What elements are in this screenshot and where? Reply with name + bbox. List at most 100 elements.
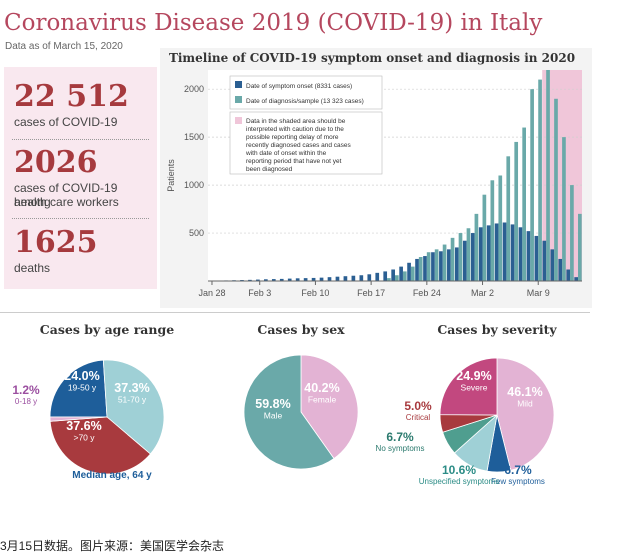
- stat-cases-number: 22 512: [14, 79, 129, 114]
- x-tick-label: Feb 24: [413, 288, 441, 298]
- slice-value: 6.7%: [386, 430, 414, 444]
- bar-onset: [558, 258, 563, 281]
- bar-diagnosis: [498, 175, 503, 281]
- bar-diagnosis: [410, 266, 415, 281]
- annotation-swatch: [235, 117, 242, 124]
- bar-onset: [367, 274, 372, 281]
- bar-onset: [431, 252, 435, 281]
- bar-onset: [375, 272, 380, 281]
- slice-label: Few symptoms: [491, 477, 545, 486]
- slice-label: >70 y: [73, 433, 95, 443]
- pie-title: Cases by sex: [257, 322, 345, 337]
- stat-deaths-number: 1625: [14, 225, 98, 260]
- bar-diagnosis: [450, 237, 455, 281]
- page-subtitle: Data as of March 15, 2020: [5, 41, 123, 52]
- pie-slice: [49, 416, 151, 475]
- stat-hcw-number: 2026: [14, 145, 98, 180]
- bar-onset: [574, 277, 579, 281]
- bar-diagnosis: [395, 275, 399, 281]
- stat-hcw-label-1: cases of COVID-19 among: [14, 181, 118, 209]
- pie-slice: [49, 416, 108, 422]
- bar-onset: [287, 278, 292, 281]
- pie-title: Cases by age range: [40, 322, 174, 337]
- bar-diagnosis: [402, 271, 407, 281]
- slice-label: Critical: [406, 413, 431, 422]
- bar-onset: [550, 249, 555, 281]
- x-tick-label: Feb 10: [301, 288, 329, 298]
- stat-cases-label: cases of COVID-19: [14, 115, 118, 129]
- slice-label: 51-70 y: [118, 395, 147, 405]
- bar-onset: [486, 225, 491, 281]
- slice-value: 24.0%: [64, 369, 99, 383]
- bar-diagnosis: [434, 249, 439, 281]
- pie-slice: [243, 354, 335, 470]
- slice-value: 5.0%: [404, 399, 432, 413]
- bar-onset: [271, 279, 276, 281]
- pie-slice: [49, 359, 108, 418]
- bar-diagnosis: [442, 244, 447, 281]
- bar-onset: [391, 269, 395, 281]
- bar-onset: [303, 278, 308, 281]
- stats-panel: 22 512 cases of COVID-19 2026 cases of C…: [4, 67, 157, 289]
- timeline-chart: Timeline of COVID-19 symptom onset and d…: [160, 48, 592, 308]
- bar-onset: [423, 256, 427, 281]
- slice-value: 46.1%: [507, 385, 542, 399]
- bar-diagnosis: [418, 257, 423, 281]
- bar-diagnosis: [426, 252, 431, 281]
- bar-diagnosis: [522, 127, 526, 281]
- bar-onset: [447, 249, 451, 281]
- bar-onset: [407, 262, 411, 281]
- slice-value: 1.2%: [12, 383, 40, 397]
- y-axis-label: Patients: [166, 159, 176, 192]
- slice-label: Mild: [517, 399, 533, 409]
- bar-onset: [534, 235, 539, 281]
- y-tick-label: 1500: [184, 132, 204, 142]
- x-tick-label: Mar 9: [527, 288, 550, 298]
- bar-onset: [518, 227, 523, 281]
- pie-annotation: Median age, 64 y: [72, 470, 152, 481]
- x-tick-label: Feb 17: [357, 288, 385, 298]
- bar-diagnosis: [554, 98, 558, 281]
- slice-value: 40.2%: [304, 381, 339, 395]
- bar-onset: [335, 276, 340, 281]
- y-tick-label: 2000: [184, 84, 204, 94]
- legend-box: [229, 75, 383, 110]
- y-tick-label: 1000: [184, 180, 204, 190]
- bar-diagnosis: [387, 278, 391, 281]
- stat-divider: [12, 139, 149, 140]
- bar-diagnosis: [530, 89, 534, 281]
- x-tick-label: Mar 2: [471, 288, 494, 298]
- annotation-text: Data in the shaded area should be interpr…: [245, 118, 352, 173]
- bar-onset: [478, 227, 483, 281]
- bar-diagnosis: [538, 79, 542, 281]
- slice-label: 0-18 y: [15, 397, 37, 406]
- footer-caption: 3月15日数据。图片来源：美国医学会杂志: [0, 539, 225, 553]
- legend-label-onset: Date of symptom onset (8331 cases): [246, 83, 352, 90]
- pie-charts: Cases by age range 24.0%19-50 y 37.3%51-70…: [0, 312, 590, 486]
- legend-swatch-diagnosis: [235, 96, 242, 103]
- bar-onset: [399, 266, 403, 281]
- bar-onset: [351, 275, 356, 281]
- bar-diagnosis: [546, 70, 550, 281]
- slice-label: Female: [308, 395, 337, 405]
- slice-label: Unspecified symptoms: [419, 477, 499, 486]
- bar-diagnosis: [514, 141, 519, 281]
- slice-label: No symptoms: [376, 444, 425, 453]
- bar-onset: [494, 223, 499, 281]
- bar-onset: [327, 277, 332, 281]
- bar-onset: [542, 240, 547, 281]
- bar-onset: [343, 276, 348, 281]
- bar-onset: [295, 278, 300, 281]
- slice-value: 59.8%: [255, 397, 290, 411]
- legend-label-diagnosis: Date of diagnosis/sample (13 323 cases): [246, 98, 364, 105]
- slice-value: 37.6%: [66, 419, 101, 433]
- bar-onset: [454, 247, 459, 281]
- bar-onset: [502, 222, 507, 281]
- bar-diagnosis: [482, 194, 487, 281]
- bar-onset: [510, 224, 515, 281]
- legend-swatch-onset: [235, 81, 242, 88]
- pie-slice: [496, 357, 555, 471]
- pie-slice: [439, 357, 498, 416]
- bar-onset: [383, 271, 388, 281]
- bar-onset: [319, 277, 324, 281]
